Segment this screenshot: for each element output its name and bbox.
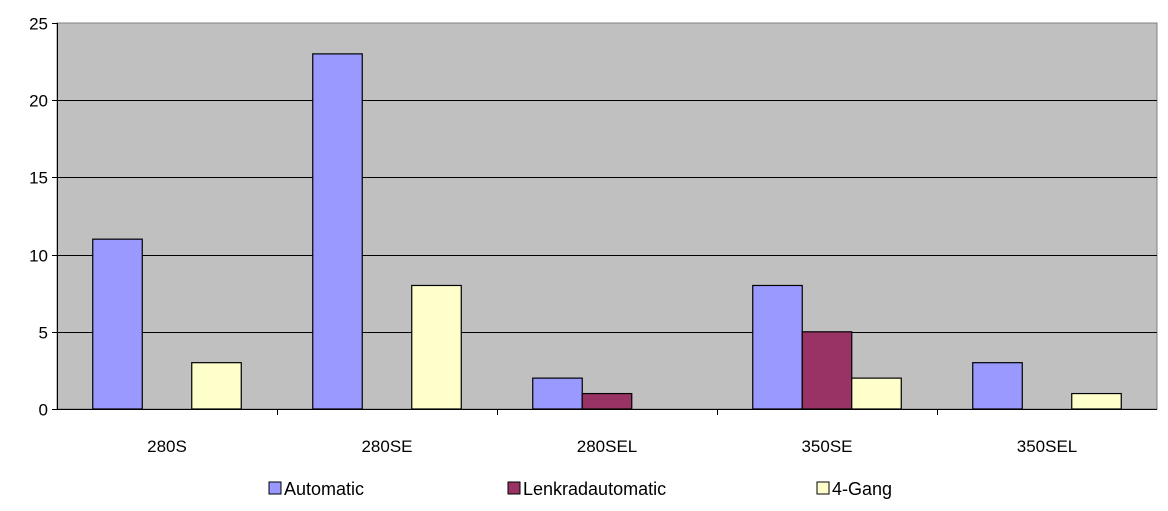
legend-swatch-automatic [268,481,282,495]
x-tick-label: 280S [147,437,187,456]
y-tick-label: 5 [39,324,48,343]
legend-label-automatic: Automatic [284,479,364,499]
bar-lenkradautomatic-350se [801,331,853,410]
bar-automatic-350sel [972,362,1023,410]
bar-automatic-280s [92,238,143,410]
bar-4-gang-350sel [1071,392,1122,410]
y-tick-label: 0 [39,401,48,420]
bar-automatic-280se [312,53,363,410]
bar-4-gang-280se [411,284,462,410]
plot-area [56,22,1158,410]
x-tick-label: 280SEL [577,437,638,456]
x-tick-label: 280SE [361,437,412,456]
x-tick-label: 350SE [801,437,852,456]
legend-label-lenkradautomatic: Lenkradautomatic [523,479,666,499]
bar-automatic-350se [752,284,803,410]
bar-4-gang-280s [191,362,242,410]
bar-automatic-280sel [532,377,583,410]
x-tick-label: 350SEL [1017,437,1078,456]
y-tick-label: 25 [29,15,48,34]
legend-swatch-lenkradautomatic [507,481,521,495]
y-tick-label: 15 [29,169,48,188]
bar-lenkradautomatic-280sel [581,392,633,410]
legend-label-4-gang: 4-Gang [832,479,892,499]
y-tick-label: 10 [29,247,48,266]
legend-swatch-4-gang [816,481,830,495]
bar-4-gang-350se [851,377,902,410]
y-tick-label: 20 [29,92,48,111]
